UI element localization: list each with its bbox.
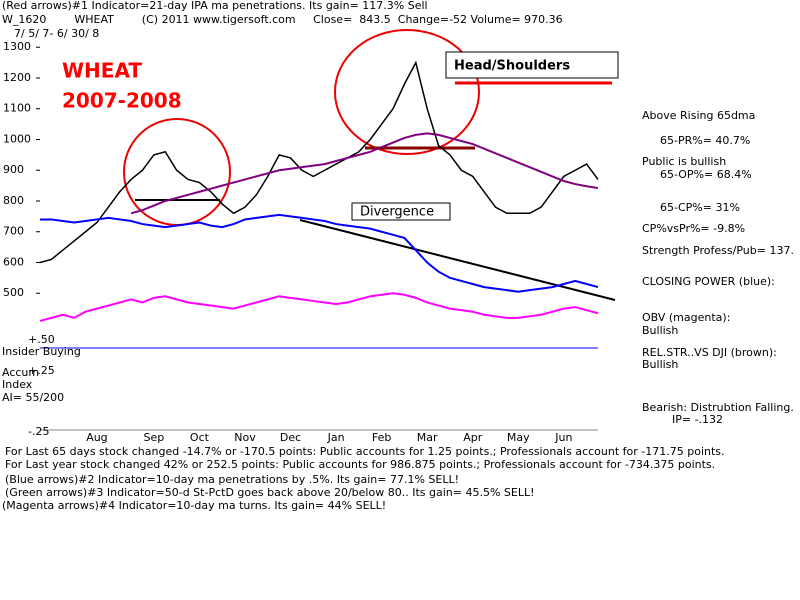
y-tick-label: 600 [3,255,24,268]
series-line [39,292,599,322]
date-range: 7/ 5/ 7- 6/ 30/ 8 [14,27,99,40]
left-note: Insider Buying [2,345,81,358]
side-note: REL.STR..VS DJI (brown): [642,346,777,359]
footer-line: For Last 65 days stock changed -14.7% or… [5,445,725,458]
footer-line: (Blue arrows)#2 Indicator=10-day ma pene… [5,473,459,486]
x-tick-label: Nov [234,431,256,444]
left-note: Index [2,378,33,391]
x-tick-label: Feb [372,431,391,444]
footer-line: (Magenta arrows)#4 Indicator=10-day ma t… [2,499,386,512]
annotation-box [351,202,451,221]
left-note: +.25 [28,364,55,377]
x-tick-label: Apr [463,431,483,444]
x-tick-label: Sep [144,431,165,444]
x-tick-label: Mar [417,431,438,444]
x-tick-label: Jun [554,431,572,444]
ticker-line: W_1620 WHEAT (C) 2011 www.tigersoft.com … [2,13,563,26]
side-note: Strength Profess/Pub= 137. [642,244,794,257]
y-tick-label: 1200 [3,71,31,84]
x-tick-label: Aug [86,431,107,444]
annotation-box [445,51,619,79]
side-note: 65-PR%= 40.7% [660,134,750,147]
left-note: AI= 55/200 [2,391,64,404]
side-note: Bullish [642,358,678,371]
left-note: Accum [2,366,39,379]
left-note: +.50 [28,333,55,346]
annotation: Head/Shoulders [454,59,570,74]
side-note: CP%vsPr%= -9.8% [642,222,745,235]
series-line [39,60,599,264]
y-tick-label: 900 [3,163,24,176]
side-note: CLOSING POWER (blue): [642,275,775,288]
x-tick-label: Dec [280,431,301,444]
chart-subtitle: 2007-2008 [62,89,182,113]
side-note: Bullish [642,324,678,337]
annotation: Divergence [360,205,434,220]
trend-line [299,219,616,301]
y-tick-label: 1000 [3,132,31,145]
x-tick-label: Jan [327,431,345,444]
y-tick-label: 1100 [3,102,31,115]
left-note: -.25 [28,425,49,438]
side-note: Public is bullish [642,155,726,168]
footer-line: (Green arrows)#3 Indicator=50-d St-PctD … [5,486,535,499]
footer-line: For Last year stock changed 42% or 252.5… [5,458,715,471]
side-note: IP= -.132 [672,413,723,426]
circle [334,29,480,155]
series-line [130,132,599,215]
side-note: 65-OP%= 68.4% [660,168,752,181]
header: (Red arrows)#1 Indicator=21-day IPA ma p… [2,0,428,12]
x-tick-label: Oct [190,431,210,444]
y-tick-label: 800 [3,194,24,207]
series-line [40,213,599,293]
y-tick-label: 1300 [3,40,31,53]
y-tick-label: 700 [3,225,24,238]
x-tick-label: May [507,431,530,444]
chart-title: WHEAT [62,59,142,83]
side-note: Above Rising 65dma [642,109,755,122]
side-note: 65-CP%= 31% [660,201,740,214]
side-note: OBV (magenta): [642,311,730,324]
y-tick-label: 500 [3,286,24,299]
side-note: Bearish: Distrubtion Falling. [642,401,794,414]
